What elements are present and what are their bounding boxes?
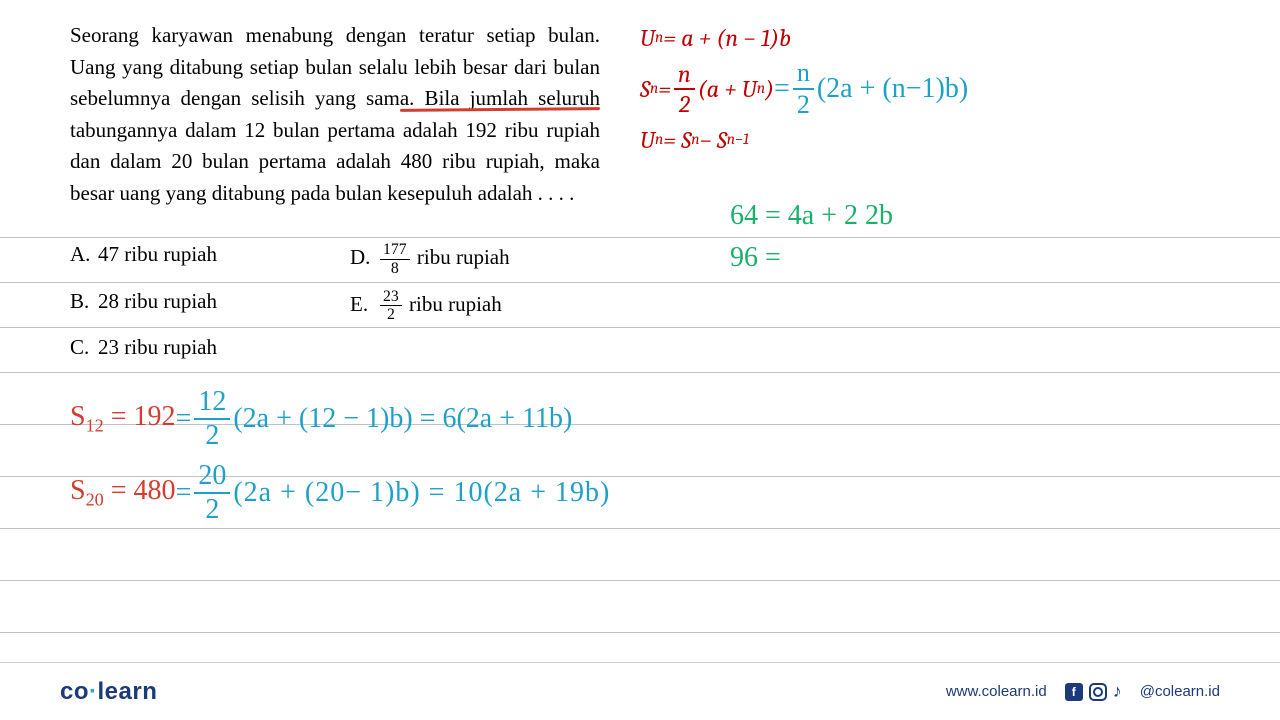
footer: co·learn www.colearn.id f ♪ @colearn.id	[0, 662, 1280, 720]
question-text: Seorang karyawan menabung dengan teratur…	[70, 20, 600, 209]
green-working: 64 = 4a + 2 2b 96 =	[730, 200, 893, 274]
social-icons: f ♪	[1065, 681, 1122, 702]
answer-options: A.47 ribu rupiah D.1778 ribu rupiah B.28…	[70, 242, 610, 372]
formula-block: Un = a + (n − 1)b Sn = n2 (a + Un) = n2 …	[640, 20, 968, 162]
brand-logo: co·learn	[60, 678, 157, 706]
tiktok-icon: ♪	[1113, 681, 1122, 702]
footer-handle: @colearn.id	[1140, 683, 1220, 700]
facebook-icon: f	[1065, 683, 1083, 701]
footer-url: www.colearn.id	[946, 683, 1047, 700]
blue-working: S12 = 192 = 122 (2a + (12 − 1)b) = 6(2a …	[70, 388, 610, 524]
instagram-icon	[1089, 683, 1107, 701]
